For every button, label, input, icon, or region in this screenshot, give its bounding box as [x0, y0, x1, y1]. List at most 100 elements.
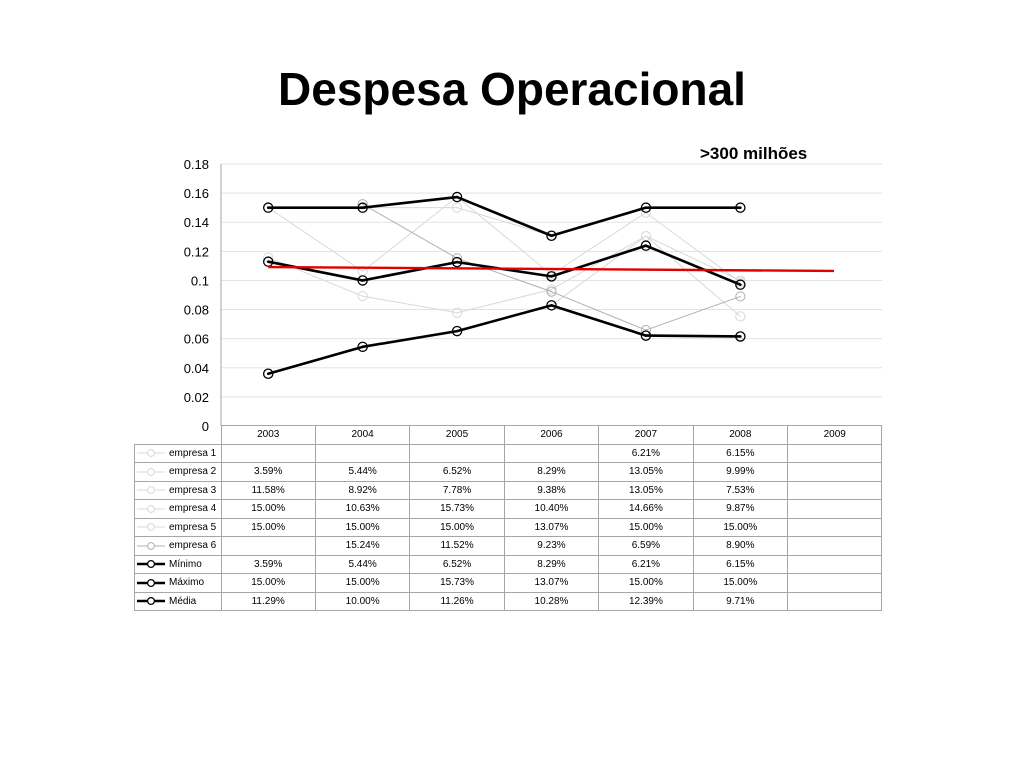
data-point-empresa-3	[357, 291, 368, 302]
legend-key	[137, 578, 165, 587]
table-cell: 7.53%	[692, 480, 789, 500]
table-cell	[787, 462, 883, 482]
legend-key	[137, 486, 165, 495]
table-cell: 15.73%	[409, 499, 505, 519]
series-line-media	[361, 260, 459, 282]
table-cell: 8.92%	[314, 480, 411, 500]
table-cell	[409, 443, 505, 463]
y-tick-label: 0.12	[184, 244, 209, 259]
legend-entry: empresa 3	[134, 480, 222, 500]
table-cell: 9.87%	[692, 499, 789, 519]
table-cell: 11.58%	[220, 480, 316, 500]
data-point-maximo	[735, 202, 746, 213]
year-header: 2009	[787, 425, 883, 445]
table-row: empresa 6 15.24% 11.52% 9.23% 6.59% 8.90%	[134, 536, 883, 556]
series-name: empresa 1	[169, 447, 217, 459]
table-cell: 3.59%	[220, 462, 316, 482]
y-tick-label: 0.02	[184, 390, 209, 405]
table-cell	[787, 554, 883, 574]
series-line-maximo	[361, 195, 459, 209]
table-cell: 15.00%	[314, 517, 411, 537]
table-cell: 8.29%	[503, 554, 600, 574]
legend-key	[137, 449, 165, 458]
table-cell: 10.28%	[503, 591, 600, 611]
table-cell: 12.39%	[598, 591, 694, 611]
series-line-minimo	[644, 334, 742, 338]
table-cell	[220, 443, 316, 463]
year-header: 2003	[220, 425, 316, 445]
page-title: Despesa Operacional	[278, 63, 746, 115]
data-point-minimo	[640, 330, 652, 341]
table-cell: 10.63%	[314, 499, 411, 519]
table-cell: 15.00%	[598, 573, 694, 593]
table-cell: 13.05%	[598, 480, 694, 500]
table-row: empresa 2 3.59% 5.44% 6.52% 8.29% 13.05% 9.99%	[134, 462, 883, 482]
data-point-empresa-3	[451, 307, 463, 318]
series-line-empresa-6	[551, 291, 647, 331]
legend-entry: empresa 5	[134, 517, 222, 537]
table-cell	[220, 536, 316, 556]
legend-entry: Mínimo	[134, 554, 222, 574]
legend-entry: Máximo	[134, 573, 222, 593]
table-cell: 5.44%	[314, 462, 411, 482]
legend-entry: empresa 2	[134, 462, 222, 482]
table-cell: 6.52%	[409, 462, 505, 482]
table-cell: 6.21%	[598, 443, 694, 463]
data-point-empresa-5	[451, 202, 463, 213]
series-line-minimo	[266, 345, 364, 376]
legend-key	[137, 523, 165, 532]
series-line-media	[266, 260, 364, 282]
table-cell: 13.07%	[503, 573, 600, 593]
series-line-empresa-4	[456, 196, 552, 276]
series-name: Máximo	[169, 577, 205, 589]
series-line-empresa-3	[551, 235, 647, 290]
data-point-minimo	[262, 368, 274, 379]
data-point-media	[451, 256, 463, 268]
series-name: Mínimo	[169, 558, 202, 570]
table-cell: 11.52%	[409, 536, 505, 556]
table-cell: 11.29%	[220, 591, 316, 611]
series-name: Média	[169, 595, 197, 607]
series-line-empresa-2	[551, 235, 647, 306]
table-row: Máximo 15.00% 15.00% 15.73% 13.07% 15.00% 15.0…	[134, 573, 883, 593]
table-cell: 15.00%	[220, 499, 316, 519]
table-cell: 15.00%	[692, 517, 789, 537]
y-tick-label: 0.1	[191, 273, 209, 288]
legend-key	[137, 467, 165, 476]
table-cell: 5.44%	[314, 554, 411, 574]
legend-entry: Média	[134, 591, 222, 611]
year-header: 2006	[503, 425, 600, 445]
data-point-media	[262, 256, 274, 267]
year-header: 2004	[314, 425, 411, 445]
data-point-media	[357, 275, 368, 286]
legend-entry: empresa 1	[134, 443, 222, 463]
series-line-maximo	[455, 195, 553, 238]
table-cell	[787, 499, 883, 519]
y-tick-label: 0.14	[184, 215, 209, 230]
table-cell: 8.29%	[503, 462, 600, 482]
data-point-empresa-6	[735, 291, 746, 302]
table-header-row: 2003 2004 2005 2006 2007 2008 2009	[134, 425, 883, 445]
data-point-minimo	[546, 300, 557, 311]
data-point-media	[735, 279, 746, 290]
data-point-minimo	[735, 331, 746, 342]
table-cell	[787, 536, 883, 556]
table-cell: 9.23%	[503, 536, 600, 556]
series-line-maximo	[550, 206, 648, 238]
y-tick-label: 0.18	[184, 157, 209, 172]
table-cell: 15.00%	[409, 517, 505, 537]
table-cell	[787, 573, 883, 593]
data-table: 2003 2004 2005 2006 2007 2008 2009 empresa 1 6.…	[134, 425, 883, 611]
series-line-empresa-2	[645, 235, 741, 282]
legend-entry: empresa 4	[134, 499, 222, 519]
data-point-minimo	[357, 341, 368, 353]
data-point-maximo	[546, 230, 557, 242]
data-point-maximo	[262, 202, 274, 213]
table-corner	[134, 425, 222, 444]
series-line-empresa-3	[645, 235, 741, 317]
series-line-empresa-3	[362, 295, 458, 314]
table-cell: 15.00%	[314, 573, 411, 593]
table-cell: 15.00%	[692, 573, 789, 593]
table-cell	[503, 443, 600, 463]
series-line-empresa-4	[551, 212, 647, 276]
